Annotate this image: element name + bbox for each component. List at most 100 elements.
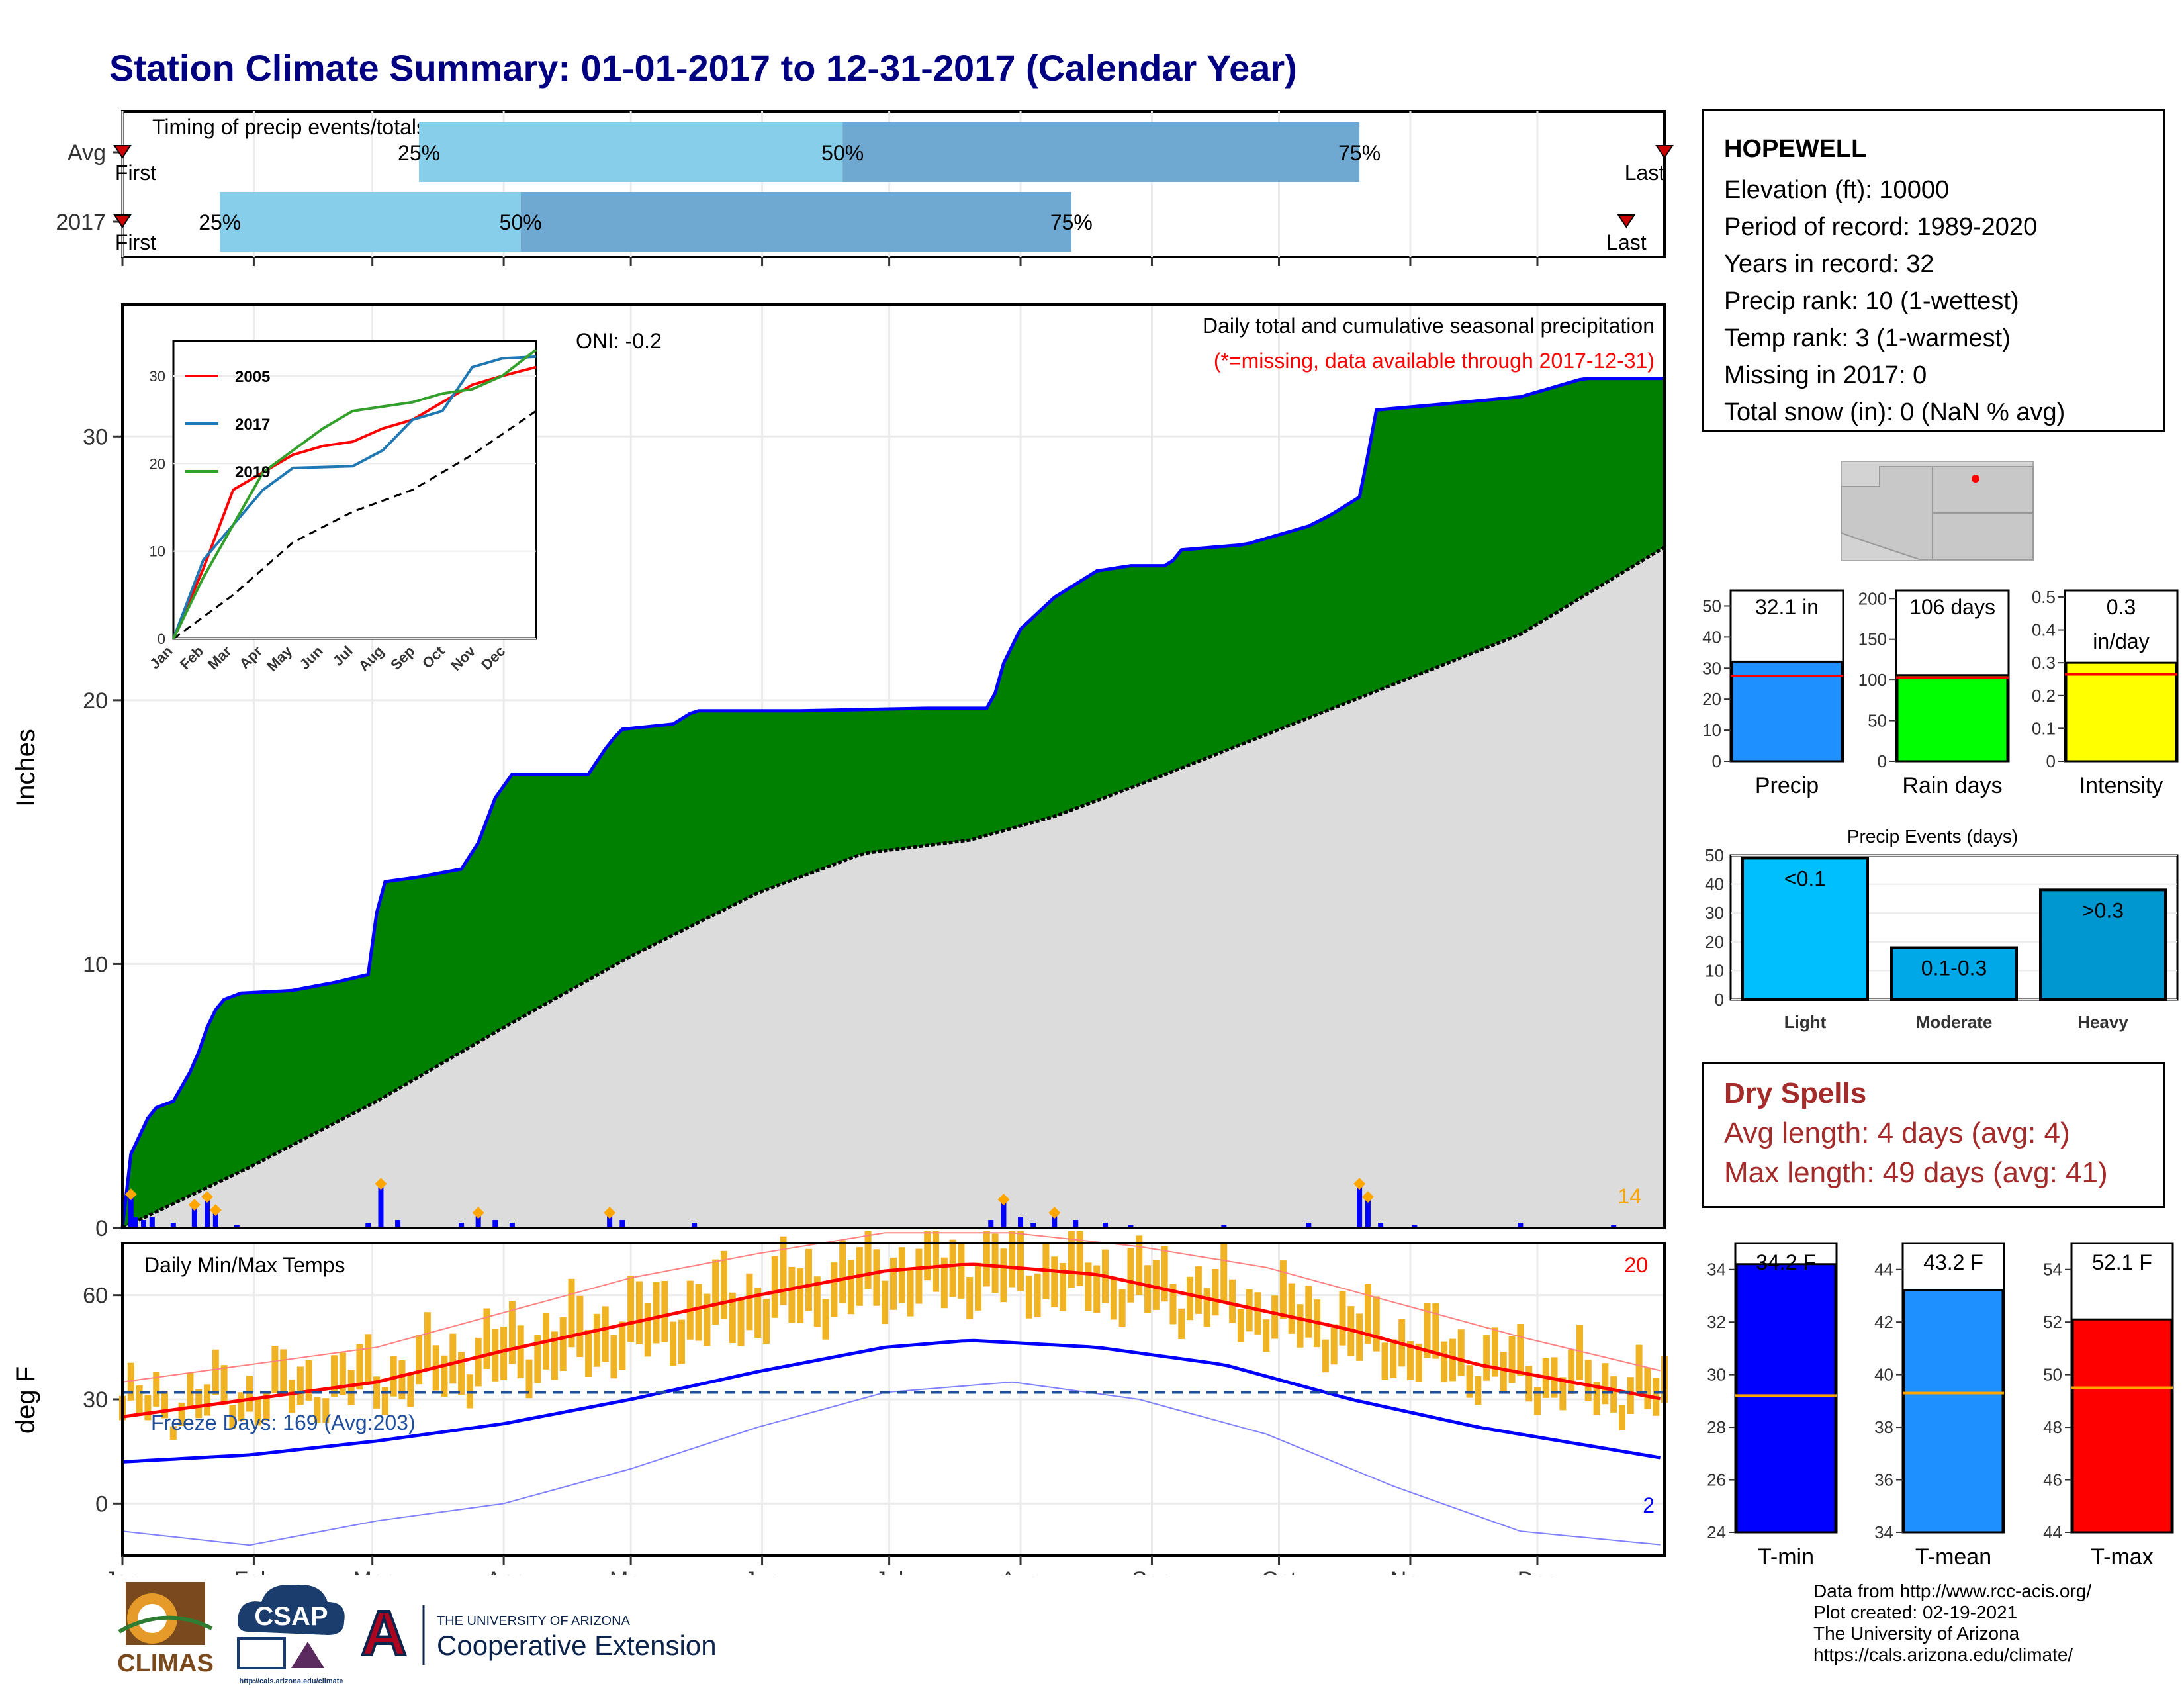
daily-temp-range (1644, 1367, 1651, 1409)
daily-temp-range (882, 1280, 889, 1325)
events-category-label: Heavy (2077, 1012, 2128, 1032)
totals-bar (1896, 674, 2009, 763)
tbar-ytick-label: 48 (2043, 1417, 2062, 1437)
daily-temp-range (1533, 1387, 1541, 1415)
station-info-box: HOPEWELL Elevation (ft): 10000 Period of… (1702, 109, 2165, 432)
totals-ytick-label: 40 (1702, 627, 1721, 647)
daily-temp-range (635, 1281, 643, 1344)
daily-temp-range (1203, 1288, 1210, 1327)
tbar-category-label: T-mean (1915, 1544, 1991, 1570)
daily-temp-range (1000, 1248, 1007, 1303)
temp-ylabel: deg F (11, 1366, 40, 1434)
tbar-ytick-label: 34 (1707, 1260, 1726, 1280)
daily-temp-range (1432, 1303, 1439, 1359)
daily-temp-range (1060, 1262, 1067, 1311)
daily-temp-range (1415, 1343, 1422, 1382)
daily-temp-range (1559, 1377, 1567, 1411)
inset-ytick-label: 20 (150, 455, 165, 472)
events-title: Precip Events (days) (1847, 826, 2018, 847)
daily-temp-range (1025, 1275, 1032, 1319)
daily-temp-range (339, 1352, 346, 1395)
extreme-precip-marker (124, 1188, 137, 1201)
daily-temp-range (381, 1387, 388, 1415)
extreme-precip-marker (997, 1194, 1010, 1206)
daily-precip-bar (212, 1212, 218, 1228)
tbar-category-label: T-min (1758, 1544, 1814, 1570)
station-line: Total snow (in): 0 (NaN % avg) (1724, 399, 2066, 426)
daily-temp-range (254, 1399, 261, 1426)
totals-ytick-label: 20 (1702, 689, 1721, 709)
daily-temp-range (1517, 1324, 1524, 1376)
daily-temp-range (1017, 1231, 1024, 1291)
daily-temp-range (1475, 1376, 1482, 1405)
events-ytick-label: 20 (1705, 932, 1724, 952)
temp-ytick-label: 0 (95, 1491, 108, 1517)
daily-temp-range (602, 1306, 609, 1362)
daily-temp-range (712, 1259, 719, 1325)
quartile-label: 50% (821, 141, 864, 165)
daily-temp-range (169, 1426, 177, 1440)
daily-temp-range (704, 1293, 711, 1346)
totals-ytick-label: 0.2 (2032, 686, 2056, 706)
tbar-bar (2071, 1318, 2173, 1534)
precip-ytick-label: 30 (83, 424, 108, 449)
daily-temp-range (1424, 1302, 1431, 1358)
tbar-ytick-label: 50 (2043, 1365, 2062, 1385)
footer-line: Data from http://www.rcc-acis.org/ (1813, 1581, 2092, 1601)
totals-value-label: 32.1 in (1755, 595, 1819, 619)
inset-legend-label: 2005 (235, 368, 270, 386)
station-line: Missing in 2017: 0 (1724, 361, 1927, 389)
daily-temp-range (263, 1391, 270, 1421)
daily-precip-bar (205, 1199, 210, 1228)
record-max-line (122, 1232, 1661, 1383)
daily-temp-range (212, 1349, 219, 1395)
daily-precip-bar (141, 1220, 147, 1228)
daily-temp-range (1187, 1276, 1194, 1321)
temp-ytick-label: 60 (83, 1284, 108, 1309)
freeze-days-label: Freeze Days: 169 (Avg:203) (151, 1411, 416, 1434)
tbar-ytick-label: 36 (1874, 1470, 1893, 1490)
daily-temp-range (475, 1337, 482, 1387)
events-category-label: Light (1784, 1012, 1827, 1032)
tbar-ytick-label: 40 (1874, 1365, 1893, 1385)
daily-temp-range (1144, 1265, 1152, 1313)
daily-temp-range (797, 1268, 804, 1323)
daily-temp-range (746, 1273, 753, 1331)
daily-temp-range (153, 1372, 160, 1407)
daily-temp-range (1093, 1265, 1101, 1313)
month-label: Apr (486, 1568, 522, 1575)
daily-temp-range (1246, 1289, 1253, 1332)
daily-temp-range (822, 1299, 829, 1340)
daily-temp-range (1297, 1304, 1304, 1348)
record-low-count: 2 (1643, 1493, 1655, 1517)
events-bar-label: <0.1 (1784, 867, 1826, 890)
daily-temp-range (619, 1321, 626, 1370)
daily-temp-range (517, 1325, 524, 1379)
daily-precip-bar (1518, 1223, 1524, 1228)
daily-temp-range (1136, 1235, 1143, 1295)
daily-temp-range (1457, 1329, 1465, 1376)
daily-temp-range (1322, 1339, 1329, 1373)
tbar-ytick-label: 28 (1707, 1417, 1726, 1437)
daily-temp-range (187, 1372, 194, 1409)
climas-text: CLIMAS (117, 1650, 214, 1677)
totals-category-label: Precip (1755, 773, 1819, 798)
totals-ytick-label: 0 (2046, 751, 2056, 771)
daily-temp-range (424, 1312, 431, 1371)
daily-temp-range (1406, 1341, 1414, 1380)
totals-bar (2065, 661, 2177, 763)
csap-logo: CSAP http://cals.arizona.edu/climate (237, 1585, 345, 1685)
daily-temp-range (585, 1329, 592, 1377)
events-category-label: Moderate (1916, 1012, 1993, 1032)
daily-precip-bar (149, 1217, 155, 1228)
daily-temp-range (1381, 1342, 1388, 1380)
daily-temp-range (1584, 1360, 1592, 1401)
daily-temp-range (305, 1360, 312, 1401)
daily-temp-range (1271, 1295, 1279, 1339)
daily-temp-range (983, 1231, 990, 1287)
daily-temp-range (813, 1276, 821, 1327)
totals-value-label: 0.3 (2107, 595, 2136, 619)
daily-temp-range (508, 1301, 516, 1364)
events-bar-label: 0.1-0.3 (1921, 957, 1987, 980)
tbar-ytick-label: 34 (1874, 1523, 1893, 1542)
